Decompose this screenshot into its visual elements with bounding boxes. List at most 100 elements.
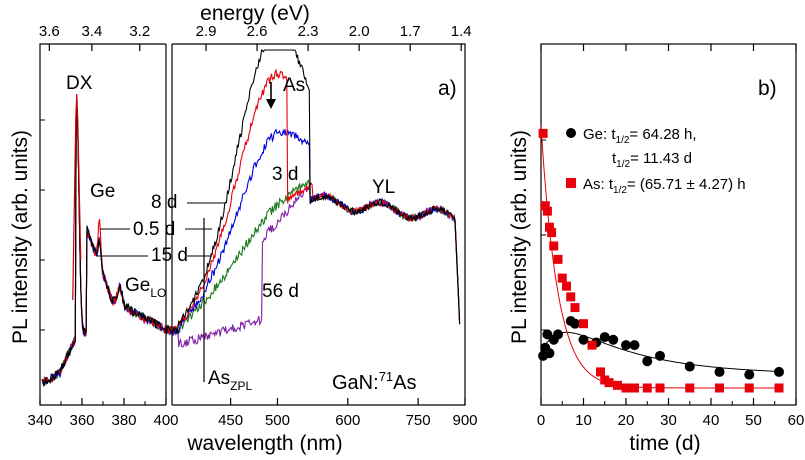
panel-a-toplabel: energy (eV): [200, 2, 310, 25]
panel-a: 340 360 380 400 450 500 600 750 900 3.6 3.4 3.2 2.9 2…: [9, 2, 478, 455]
x-tick-label: 10: [575, 412, 592, 429]
point-as: [549, 241, 559, 251]
point-ge: [608, 334, 619, 345]
point-ge: [629, 340, 640, 351]
x-tick-label: 60: [788, 412, 805, 429]
legend-ge-line2: t1/2= 11.43 d: [612, 150, 692, 170]
point-ge: [642, 356, 653, 367]
spectrum-8d: [41, 49, 461, 387]
point-as: [542, 206, 552, 216]
x-tick-label: 20: [618, 412, 635, 429]
point-as: [774, 383, 784, 393]
point-ge: [684, 361, 695, 372]
point-ge: [544, 348, 555, 359]
bottom-tick-label: 900: [452, 412, 477, 429]
point-ge: [655, 350, 665, 361]
bottom-tick-label: 450: [218, 412, 243, 429]
spectrum-15d: [41, 106, 461, 384]
top-tick-label: 2.9: [196, 23, 217, 40]
point-as: [579, 319, 588, 329]
top-tick-label: 1.7: [400, 23, 421, 40]
dx-peak-top: [72, 93, 82, 301]
panel-b-ylabel: PL intensity (arb. units): [508, 130, 531, 344]
point-as: [715, 383, 724, 393]
point-as: [553, 254, 563, 264]
spectrum-05d: [41, 68, 461, 384]
x-tick-label: 30: [660, 412, 677, 429]
point-as: [596, 367, 605, 377]
as-zpl-label: AsZPL: [208, 368, 253, 393]
point-ge: [714, 366, 725, 377]
top-tick-label: 3.6: [39, 23, 60, 40]
point-as: [562, 281, 571, 291]
bottom-tick-label: 500: [265, 412, 290, 429]
point-ge: [599, 332, 610, 343]
spectra-group: [41, 49, 461, 387]
point-as: [630, 383, 639, 393]
point-as: [621, 383, 631, 393]
top-tick-label: 3.2: [129, 23, 150, 40]
bottom-tick-label: 400: [153, 412, 178, 429]
bottom-tick-label: 380: [111, 412, 136, 429]
point-ge: [774, 366, 784, 377]
spectrum-56d: [41, 109, 461, 385]
top-tick-label: 3.4: [81, 23, 102, 40]
point-ge: [553, 329, 563, 340]
point-as: [642, 383, 652, 393]
point-as: [613, 380, 622, 390]
panel-a-axes: 340 360 380 400 450 500 600 750 900 3.6 3.4 3.2 2.9 2…: [27, 23, 477, 429]
sample-label: GaN:71As: [332, 369, 417, 394]
point-as: [685, 383, 695, 393]
as-peak-arrow-head: [266, 99, 276, 109]
ge-label: Ge: [90, 181, 115, 202]
data-points: [538, 128, 784, 393]
point-as: [557, 273, 567, 283]
point-as: [587, 340, 597, 350]
series-label-15d: 15 d: [151, 245, 188, 266]
plot-frame-right: [172, 43, 466, 406]
legend-ge-line1: Ge: t1/2= 64.28 h,: [583, 126, 697, 146]
legend-as-marker: [566, 178, 576, 188]
series-label-8d: 8 d: [151, 192, 177, 213]
ge-lo-label: GeLO: [125, 275, 166, 300]
point-ge: [621, 340, 631, 351]
point-ge: [578, 334, 589, 345]
bottom-tick-label: 360: [69, 412, 94, 429]
legend-ge-marker: [566, 128, 576, 138]
point-as: [655, 383, 665, 393]
spectrum-3d: [41, 111, 461, 387]
top-tick-label: 2.3: [298, 23, 319, 40]
panel-a-ylabel: PL intensity (arb. units): [9, 130, 32, 344]
panel-a-label: a): [438, 77, 457, 100]
panel-a-xlabel: wavelength (nm): [186, 432, 342, 455]
x-tick-label: 40: [703, 412, 720, 429]
series-label-3d: 3 d: [272, 164, 298, 185]
series-label-56d: 56 d: [262, 281, 299, 302]
panel-b: 0 10 20 30 40 50 60 b) Ge: t1/2= 64.28 h, t1/2…: [508, 43, 805, 455]
point-as: [547, 228, 557, 238]
point-as: [570, 303, 580, 313]
point-as: [538, 128, 548, 138]
point-as: [604, 378, 614, 388]
point-as: [566, 292, 576, 302]
point-ge: [744, 369, 755, 380]
panel-b-axes: 0 10 20 30 40 50 60: [537, 43, 805, 429]
legend-as-line1: As: t1/2= (65.71 ± 4.27) h: [583, 176, 746, 196]
point-as: [545, 222, 554, 232]
point-as: [540, 201, 550, 211]
bottom-tick-label: 340: [27, 412, 52, 429]
series-label-05d: 0.5 d: [133, 219, 175, 240]
top-tick-label: 2.6: [247, 23, 268, 40]
yl-label: YL: [372, 177, 395, 198]
as-peak-label: As: [283, 75, 305, 96]
panel-b-label: b): [758, 77, 777, 100]
dx-label: DX: [66, 73, 93, 94]
bottom-tick-label: 600: [335, 412, 360, 429]
point-ge: [570, 318, 580, 329]
panel-b-xlabel: time (d): [629, 432, 700, 455]
bottom-tick-label: 750: [406, 412, 431, 429]
x-tick-label: 0: [537, 412, 545, 429]
top-tick-label: 1.4: [451, 23, 472, 40]
x-tick-label: 50: [745, 412, 762, 429]
